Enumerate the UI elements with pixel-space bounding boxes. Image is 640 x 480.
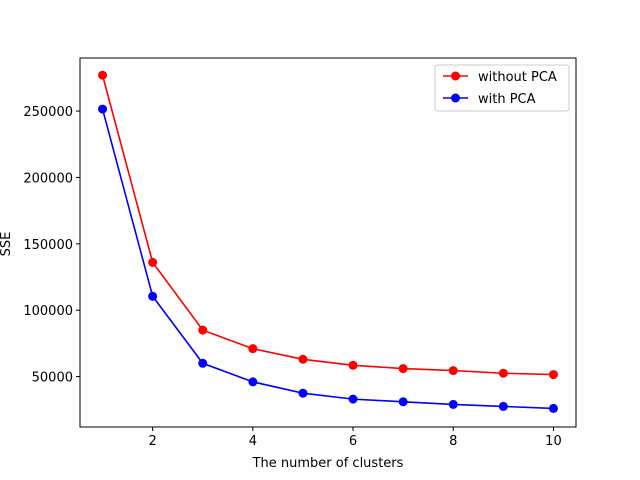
series-line-1: [101, 108, 554, 410]
data-point: [248, 377, 258, 387]
legend-swatch-marker: [451, 93, 460, 103]
y-tick-label: 50000: [32, 371, 73, 386]
data-point: [548, 370, 558, 380]
plot-frame: [79, 57, 577, 428]
x-tick-label: 10: [545, 434, 562, 449]
legend-label: without PCA: [478, 70, 557, 85]
data-point: [148, 291, 158, 301]
y-axis-label: SSE: [0, 232, 14, 257]
legend-label: with PCA: [478, 92, 536, 107]
data-point: [198, 325, 208, 335]
data-point: [448, 399, 458, 409]
data-point: [98, 104, 108, 114]
y-tick-label: 100000: [23, 304, 73, 319]
data-point: [348, 394, 358, 404]
y-tick-label: 250000: [23, 105, 73, 120]
axes-layer: 2 4 6 8 10 50000 100000 150000 200000 250000: [23, 57, 577, 449]
series-line-0: [101, 75, 554, 376]
data-point: [448, 366, 458, 376]
series-layer: [98, 70, 558, 413]
x-tick-label: 2: [149, 434, 157, 449]
data-point: [348, 360, 358, 370]
legend-swatch-marker: [451, 71, 460, 81]
data-point: [298, 354, 308, 364]
legend: without PCA with PCA: [434, 64, 570, 112]
data-point: [398, 397, 408, 407]
data-point: [298, 388, 308, 398]
legend-box: [434, 64, 570, 112]
x-tick-label: 8: [449, 434, 457, 449]
x-tick-label: 4: [249, 434, 257, 449]
data-point: [548, 403, 558, 413]
x-axis-label: The number of clusters: [252, 456, 404, 471]
y-tick-label: 150000: [23, 238, 73, 253]
data-point: [198, 358, 208, 368]
data-point: [248, 344, 258, 354]
data-point: [398, 364, 408, 374]
x-tick-label: 6: [349, 434, 357, 449]
data-point: [498, 401, 508, 411]
y-tick-label: 200000: [23, 171, 73, 186]
data-point: [498, 368, 508, 378]
data-point: [98, 70, 108, 80]
data-point: [148, 257, 158, 267]
